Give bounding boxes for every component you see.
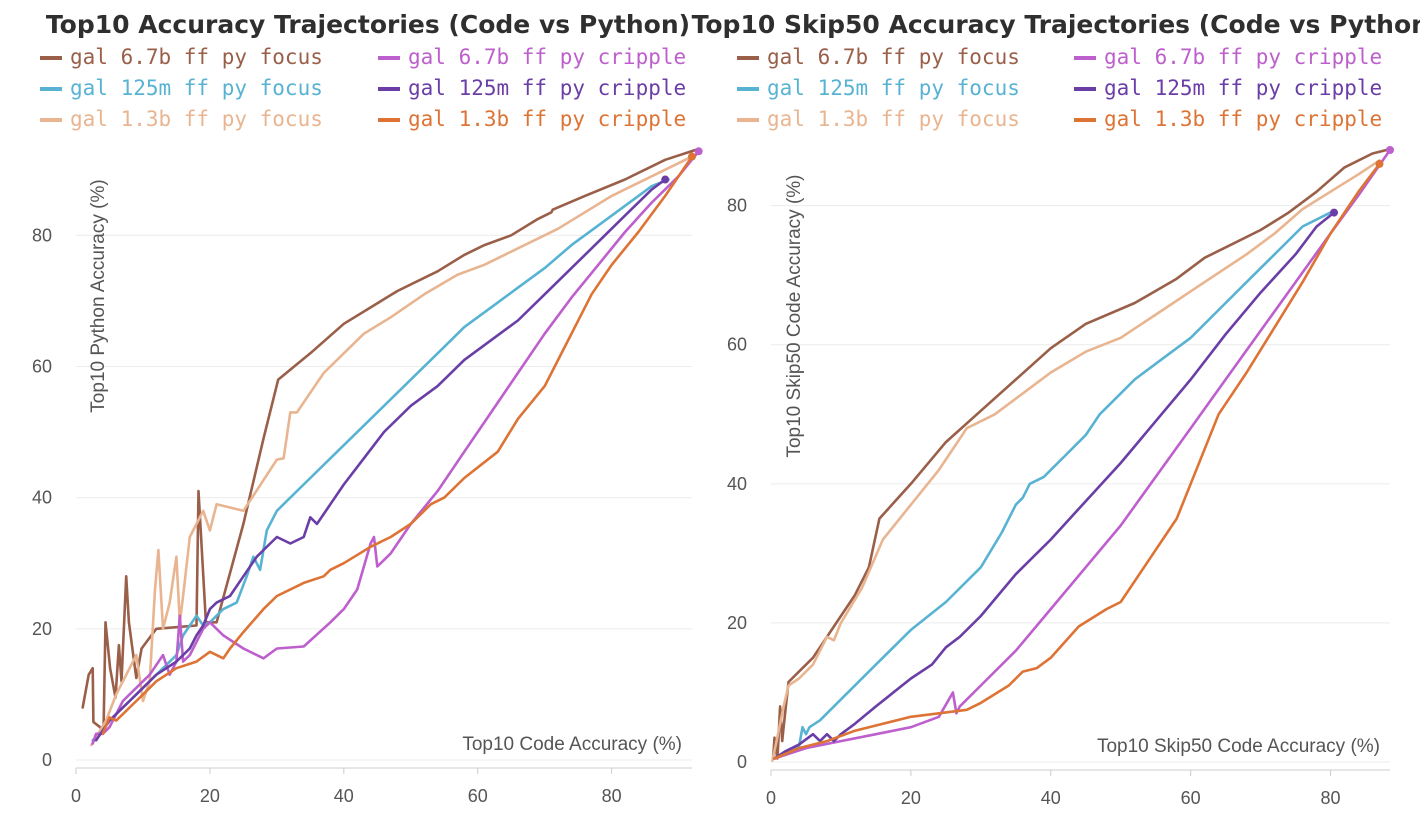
series-line xyxy=(773,148,1392,760)
series-line xyxy=(90,155,694,747)
x-tick-label: 40 xyxy=(1041,788,1061,808)
legend-label[interactable]: gal 6.7b ff py cripple xyxy=(408,45,686,69)
legend-label[interactable]: gal 1.3b ff py cripple xyxy=(408,107,686,131)
y-tick-label: 80 xyxy=(727,196,747,216)
series-end-point xyxy=(688,152,696,161)
x-tick-label: 20 xyxy=(901,788,921,808)
legend-label[interactable]: gal 6.7b ff py focus xyxy=(767,45,1020,69)
y-tick-label: 40 xyxy=(32,488,52,508)
x-tick-label: 80 xyxy=(602,786,622,806)
series-end-point xyxy=(1386,146,1394,154)
series-line xyxy=(94,178,667,742)
legend-label[interactable]: gal 125m ff py cripple xyxy=(1104,76,1382,100)
y-axis-label: Top10 Skip50 Code Accuracy (%) xyxy=(784,174,805,457)
y-tick-label: 20 xyxy=(32,619,52,639)
series-line xyxy=(771,148,1388,760)
legend-label[interactable]: gal 1.3b ff py cripple xyxy=(1104,107,1382,131)
series-line xyxy=(771,159,1381,762)
chart-2: 0 20 40 60 80 0 20 40 60 80 Top10 Skip50 Accuracy … xyxy=(692,10,1420,808)
y-tick-label: 0 xyxy=(42,750,52,770)
x-axis-label: Top10 Code Accuracy (%) xyxy=(462,734,682,755)
chart-title: Top10 Accuracy Trajectories (Code vs Pyt… xyxy=(46,10,690,39)
series-end-point xyxy=(1330,208,1339,217)
legend-label[interactable]: gal 1.3b ff py focus xyxy=(767,107,1020,131)
x-tick-label: 60 xyxy=(468,786,488,806)
x-tick-label: 60 xyxy=(1181,788,1201,808)
series-end-point xyxy=(694,147,703,156)
y-tick-label: 20 xyxy=(727,613,747,633)
series-line xyxy=(91,178,670,742)
series-line xyxy=(773,211,1332,760)
y-tick-label: 0 xyxy=(737,752,747,772)
x-tick-label: 0 xyxy=(766,788,776,808)
x-tick-label: 80 xyxy=(1321,788,1341,808)
y-tick-label: 60 xyxy=(727,335,747,355)
series-line xyxy=(91,150,701,745)
series-line xyxy=(773,162,1381,760)
legend-label[interactable]: gal 125m ff py cripple xyxy=(408,76,686,100)
chart-title: Top10 Skip50 Accuracy Trajectories (Code… xyxy=(692,10,1420,39)
y-tick-label: 80 xyxy=(32,225,52,245)
legend-label[interactable]: gal 1.3b ff py focus xyxy=(70,107,323,131)
y-tick-label: 60 xyxy=(32,356,52,376)
legend-label[interactable]: gal 125m ff py focus xyxy=(70,76,323,100)
x-tick-label: 40 xyxy=(334,786,354,806)
series-end-point xyxy=(1375,159,1384,168)
legend-label[interactable]: gal 6.7b ff py cripple xyxy=(1104,45,1382,69)
x-axis-label: Top10 Skip50 Code Accuracy (%) xyxy=(1097,736,1380,757)
chart-1: 0 20 40 60 80 0 20 40 60 80 Top10 Accuracy Traject… xyxy=(32,10,703,806)
x-tick-label: 0 xyxy=(71,786,81,806)
x-tick-label: 20 xyxy=(200,786,220,806)
series-end-point xyxy=(661,175,670,184)
legend-label[interactable]: gal 125m ff py focus xyxy=(767,76,1020,100)
legend-label[interactable]: gal 6.7b ff py focus xyxy=(70,45,323,69)
series-line xyxy=(101,155,694,736)
y-tick-label: 40 xyxy=(727,474,747,494)
y-axis-label: Top10 Python Accuracy (%) xyxy=(88,179,109,412)
series-line xyxy=(773,211,1336,760)
